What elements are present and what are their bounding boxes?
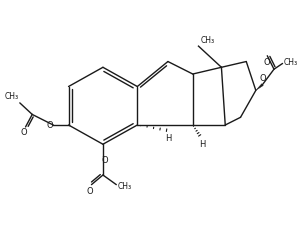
Text: H: H [165, 134, 172, 143]
Text: O: O [47, 121, 53, 130]
Text: H: H [199, 140, 205, 149]
Text: O: O [101, 156, 108, 165]
Polygon shape [256, 84, 263, 90]
Text: CH₃: CH₃ [284, 58, 298, 67]
Text: O: O [87, 187, 93, 196]
Text: CH₃: CH₃ [118, 182, 132, 191]
Text: CH₃: CH₃ [201, 36, 215, 45]
Text: O: O [259, 74, 266, 83]
Text: CH₃: CH₃ [4, 92, 18, 101]
Text: O: O [21, 128, 27, 137]
Text: O: O [263, 58, 270, 67]
